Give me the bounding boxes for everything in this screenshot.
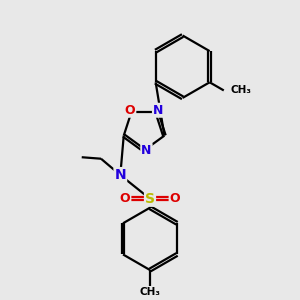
Text: O: O — [125, 104, 135, 117]
Text: O: O — [120, 192, 130, 205]
Text: S: S — [145, 192, 155, 206]
Text: O: O — [169, 192, 180, 205]
Text: CH₃: CH₃ — [140, 287, 160, 297]
Text: N: N — [141, 144, 152, 157]
Text: CH₃: CH₃ — [230, 85, 251, 95]
Text: N: N — [153, 104, 163, 117]
Text: N: N — [115, 168, 126, 182]
